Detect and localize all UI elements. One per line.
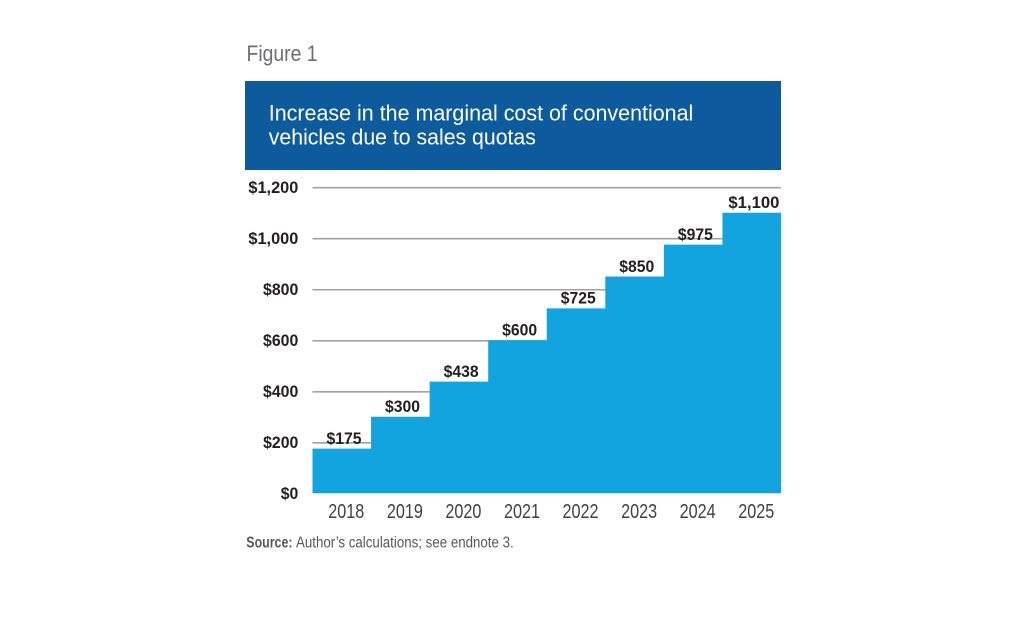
svg-text:Author’s calculations; see end: Author’s calculations; see endnote 3. xyxy=(296,535,514,552)
svg-text:$600: $600 xyxy=(502,321,537,340)
svg-text:Figure 1: Figure 1 xyxy=(247,41,318,66)
svg-text:$0: $0 xyxy=(281,484,299,503)
svg-text:2023: 2023 xyxy=(621,501,657,523)
svg-text:$850: $850 xyxy=(619,257,654,276)
svg-text:Increase in the marginal cost: Increase in the marginal cost of convent… xyxy=(269,101,694,126)
svg-text:2024: 2024 xyxy=(680,501,716,523)
svg-text:2018: 2018 xyxy=(328,501,364,523)
svg-text:$1,200: $1,200 xyxy=(248,178,298,197)
svg-text:2019: 2019 xyxy=(387,501,423,523)
svg-text:$725: $725 xyxy=(561,289,596,308)
svg-text:$438: $438 xyxy=(444,362,479,381)
svg-text:$1,100: $1,100 xyxy=(728,193,779,212)
svg-text:vehicles due to sales quotas: vehicles due to sales quotas xyxy=(269,125,536,150)
svg-text:Source:: Source: xyxy=(246,535,292,552)
svg-text:$300: $300 xyxy=(385,397,420,416)
svg-text:2021: 2021 xyxy=(504,501,540,523)
svg-text:$400: $400 xyxy=(263,382,298,401)
svg-text:2022: 2022 xyxy=(563,501,599,523)
svg-text:$800: $800 xyxy=(263,280,298,299)
svg-text:2020: 2020 xyxy=(445,501,481,523)
svg-text:$600: $600 xyxy=(263,331,298,350)
svg-text:$175: $175 xyxy=(326,429,361,448)
svg-text:$975: $975 xyxy=(678,225,713,244)
svg-text:$1,000: $1,000 xyxy=(248,229,298,248)
svg-text:$200: $200 xyxy=(263,433,298,452)
svg-text:2025: 2025 xyxy=(738,501,774,523)
